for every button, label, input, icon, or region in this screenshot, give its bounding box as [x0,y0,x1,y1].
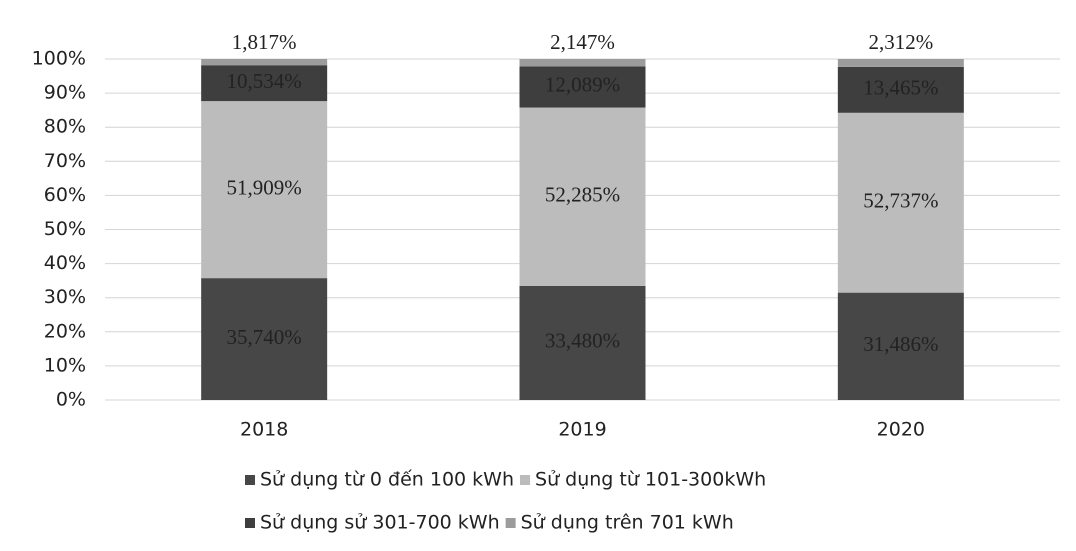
y-tick-label: 10% [44,354,86,376]
x-tick-label: 2018 [240,419,288,441]
data-label: 2,147% [550,30,615,54]
y-tick-label: 60% [44,184,86,206]
bar-segment [519,58,646,67]
bar-segment [201,101,328,279]
y-tick-label: 0% [56,389,86,411]
legend-swatch [245,518,255,528]
y-tick-label: 90% [44,82,86,104]
y-tick-label: 20% [44,320,86,342]
bar-segment [837,66,964,113]
bar-segment [201,278,328,400]
data-label: 31,486% [863,332,938,356]
x-tick-label: 2019 [558,419,606,441]
bar-segment [519,66,646,108]
legend-swatch [505,518,516,528]
data-label: 33,480% [545,329,620,353]
data-label: 52,285% [545,182,620,206]
legend-label: Sử dụng từ 0 đến 100 kWh [260,469,514,491]
bar-segment [519,285,646,400]
y-tick-label: 40% [44,252,86,274]
y-tick-label: 80% [44,116,86,138]
data-label: 35,740% [227,325,302,349]
legend-label: Sử dụng trên 701 kWh [521,512,734,534]
bar-segment [837,292,964,400]
data-label: 51,909% [227,175,302,199]
data-label: 10,534% [227,69,302,93]
legend-swatch [245,475,255,485]
bar-segment [519,107,646,286]
y-tick-label: 30% [44,286,86,308]
data-label: 13,465% [863,76,938,100]
legend-label: Sử dụng từ 101-300kWh [535,469,766,491]
legend-label: Sử dụng sử 301-700 kWh [260,512,500,534]
bar-segment [837,59,964,67]
data-label: 2,312% [868,30,933,54]
bar-segment [201,59,328,66]
data-label: 52,737% [863,189,938,213]
x-tick-label: 2020 [877,419,925,441]
y-tick-label: 50% [44,218,86,240]
legend-swatch [520,475,531,485]
bar-segment [837,112,964,293]
data-label: 12,089% [545,73,620,97]
y-tick-label: 70% [44,150,86,172]
y-tick-label: 100% [32,48,86,70]
data-label: 1,817% [232,30,297,54]
bar-segment [201,65,328,102]
